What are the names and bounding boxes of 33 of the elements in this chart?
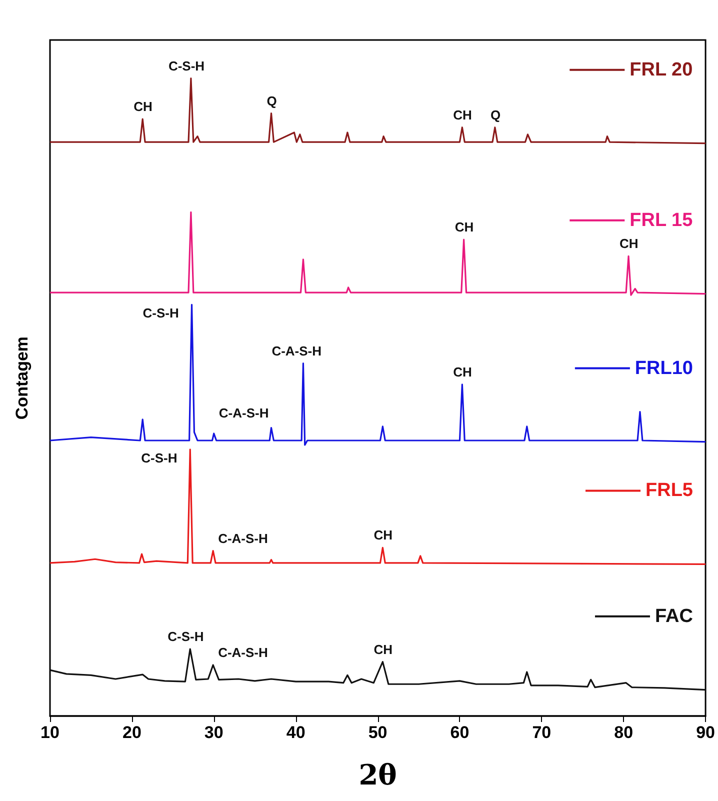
y-axis-title: Contagem bbox=[12, 336, 32, 420]
legend-label: FRL 15 bbox=[630, 210, 694, 231]
annotation: CH bbox=[620, 236, 638, 252]
x-tick-label: 90 bbox=[696, 723, 716, 742]
annotation: CH bbox=[134, 99, 152, 114]
annotation: C-A-S-H bbox=[218, 644, 268, 660]
annotation: CH bbox=[374, 642, 392, 657]
annotation: Q bbox=[490, 107, 501, 122]
annotation: CH bbox=[453, 107, 472, 122]
annotation: Q bbox=[266, 93, 277, 108]
annotation: C-S-H bbox=[141, 450, 178, 466]
x-tick-label: 50 bbox=[368, 723, 388, 742]
x-axis-title: 2θ bbox=[358, 758, 397, 792]
x-tick-label: 80 bbox=[614, 723, 634, 742]
annotation: C-A-S-H bbox=[218, 405, 269, 420]
x-tick-label: 70 bbox=[532, 723, 552, 742]
annotation: C-A-S-H bbox=[272, 343, 322, 358]
legend-label: FRL10 bbox=[634, 358, 694, 379]
legend-label: FRL 20 bbox=[630, 59, 693, 80]
annotation: C-S-H bbox=[168, 629, 204, 644]
x-tick-label: 30 bbox=[204, 723, 224, 742]
annotation: C-A-S-H bbox=[218, 530, 268, 546]
annotation: C-S-H bbox=[168, 58, 205, 74]
x-tick-label: 60 bbox=[450, 723, 470, 742]
x-tick-label: 40 bbox=[286, 723, 306, 742]
x-tick-label: 20 bbox=[122, 723, 142, 742]
annotation: CH bbox=[374, 528, 392, 543]
legend-label: FAC bbox=[655, 606, 694, 627]
annotation: CH bbox=[453, 364, 472, 380]
legend-label: FRL5 bbox=[646, 480, 694, 502]
annotation: C-S-H bbox=[142, 306, 179, 321]
x-tick-label: 10 bbox=[40, 723, 60, 742]
annotation: CH bbox=[454, 220, 474, 235]
